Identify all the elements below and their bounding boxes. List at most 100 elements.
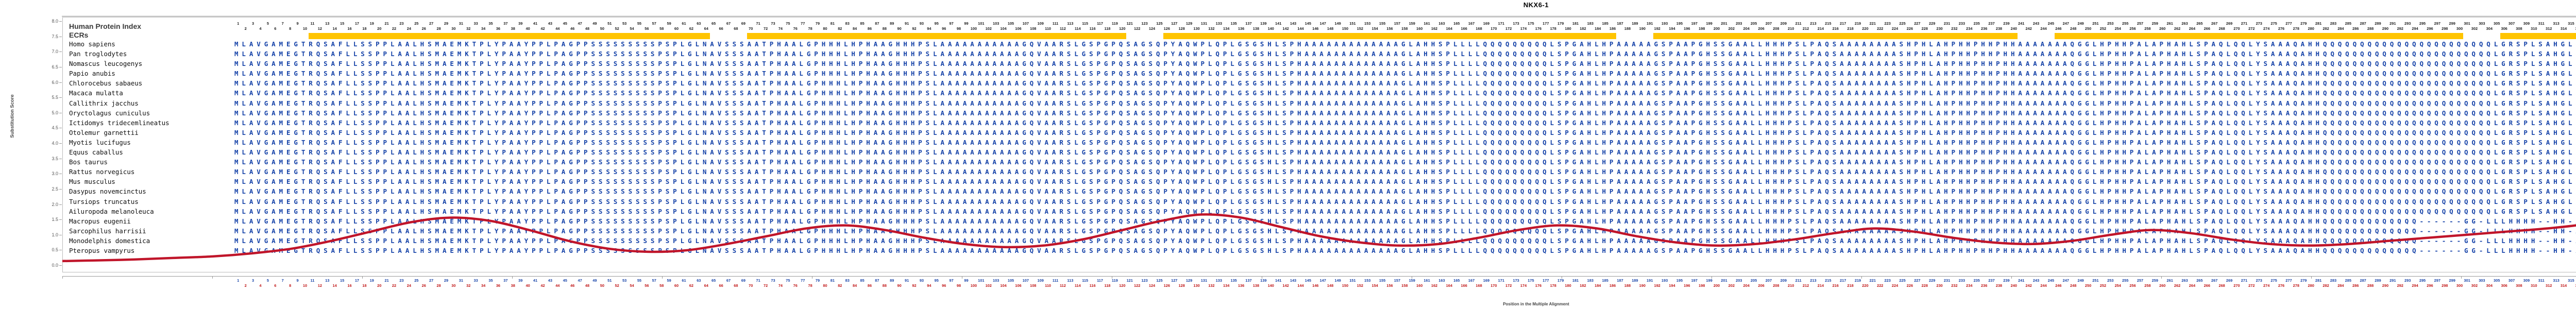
species-label[interactable]: Callithrix jacchus bbox=[69, 99, 139, 107]
position-number: 202 bbox=[1728, 26, 1735, 31]
position-number: 186 bbox=[1609, 283, 1616, 288]
position-number: 191 bbox=[1647, 21, 1653, 26]
position-number: 310 bbox=[2531, 26, 2537, 31]
position-number: 169 bbox=[1483, 21, 1490, 26]
position-number: 90 bbox=[897, 26, 902, 31]
alignment-sequence-row[interactable]: MLAVGAMEGTRQSAFLLSSPPLAALHSMAEMKTPLYPAAY… bbox=[234, 79, 2576, 88]
alignment-sequence-row[interactable]: MLAVGAMEGTRQSAFLLSSPPLAALHSMAEMKTPLYPAAY… bbox=[234, 207, 2576, 215]
position-number: 149 bbox=[1334, 21, 1341, 26]
ecr-bar[interactable] bbox=[747, 33, 1126, 39]
position-number: 243 bbox=[2032, 278, 2040, 283]
position-number: 298 bbox=[2442, 283, 2448, 288]
species-label[interactable]: Ictidomys tridecemlineatus bbox=[69, 118, 170, 127]
species-label[interactable]: Otolemur garnettii bbox=[69, 128, 139, 136]
ecr-bar[interactable] bbox=[2055, 33, 2464, 39]
species-label[interactable]: Monodelphis domestica bbox=[69, 236, 150, 245]
position-number: 13 bbox=[325, 21, 330, 26]
species-label[interactable]: Oryctolagus cuniculus bbox=[69, 109, 150, 117]
alignment-sequence-row[interactable]: MLAVGAMEGTRQSAFLLSSPPLAALHSMAEMKTPLYPAAY… bbox=[234, 40, 2576, 48]
species-label[interactable]: Rattus norvegicus bbox=[69, 168, 135, 176]
alignment-sequence-row[interactable]: MLAVGAMEGTRQSAFLLSSPPLAALHSMAEMKTPLYPAAY… bbox=[234, 178, 2576, 186]
position-number: 69 bbox=[741, 21, 745, 26]
species-label[interactable]: Mus musculus bbox=[69, 178, 115, 186]
position-number: 78 bbox=[808, 26, 812, 31]
position-number: 267 bbox=[2211, 21, 2218, 26]
position-number: 271 bbox=[2241, 21, 2248, 26]
position-number: 182 bbox=[1580, 283, 1586, 288]
ecr-bar[interactable] bbox=[309, 33, 710, 39]
position-number: 196 bbox=[1684, 283, 1690, 288]
species-label[interactable]: Macropus eugenii bbox=[69, 217, 131, 225]
species-label[interactable]: Ailuropoda melanoleuca bbox=[69, 207, 154, 215]
alignment-sequence-row[interactable]: MLAVGAMEGTRQSAFLLSSPPLAALHSMAEMKTPLYPAAY… bbox=[234, 128, 2576, 136]
species-label[interactable]: Myotis lucifugus bbox=[69, 138, 131, 146]
ecr-bar[interactable] bbox=[2500, 33, 2576, 39]
ecr-track[interactable] bbox=[234, 33, 2576, 39]
position-number: 216 bbox=[1832, 283, 1839, 288]
position-number: 158 bbox=[1401, 26, 1408, 31]
y-axis-tick-label: 7.5 bbox=[52, 33, 58, 39]
position-number: 57 bbox=[652, 21, 656, 26]
alignment-sequence-row[interactable]: MLAVGAMEGTRQSAFLLSSPPLAALHSMAEMKTPLYPAAY… bbox=[234, 187, 2576, 196]
y-axis-tick-mark bbox=[59, 219, 62, 220]
position-number: 16 bbox=[347, 26, 352, 31]
alignment-sequence-row[interactable]: MLAVGAMEGTRQSAFLLSSPPLAALHSMAEMKTPLYPAAY… bbox=[234, 168, 2576, 176]
species-label[interactable]: Pan troglodytes bbox=[69, 50, 127, 58]
species-label[interactable]: Sarcophilus harrisii bbox=[69, 227, 146, 235]
species-label[interactable]: Pteropus vampyrus bbox=[69, 246, 135, 254]
position-number: 11 bbox=[310, 278, 315, 283]
position-number: 113 bbox=[1067, 278, 1074, 283]
position-number: 309 bbox=[2523, 21, 2530, 26]
alignment-sequence-row[interactable]: MLAVGAMEGTRQSAFLLSSPPLAALHSMAEMKTPLYPAAY… bbox=[234, 217, 2576, 225]
alignment-sequence-row[interactable]: MLAVGAMEGTRQSAFLLSSPPLAALHSMAEMKTPLYPAAY… bbox=[234, 227, 2576, 235]
position-number: 115 bbox=[1082, 278, 1089, 283]
species-label[interactable]: Papio anubis bbox=[69, 70, 115, 78]
y-axis-tick-label: 8.0 bbox=[52, 19, 58, 24]
position-number: 204 bbox=[1743, 283, 1750, 288]
alignment-sequence-row[interactable]: MLAVGAMEGTRQSAFLLSSPPLAALHSMAEMKTPLYPAAY… bbox=[234, 138, 2576, 146]
species-label[interactable]: Bos taurus bbox=[69, 158, 108, 166]
species-label[interactable]: Nomascus leucogenys bbox=[69, 60, 143, 68]
species-label[interactable]: Chlorocebus sabaeus bbox=[69, 79, 143, 88]
species-label[interactable]: Dasypus novemcinctus bbox=[69, 187, 146, 196]
position-number: 88 bbox=[882, 26, 887, 31]
alignment-sequence-row[interactable]: MLAVGAMEGTRQSAFLLSSPPLAALHSMAEMKTPLYPAAY… bbox=[234, 158, 2576, 166]
alignment-sequence-row[interactable]: MLAVGAMEGTRQSAFLLSSPPLAALHSMAEMKTPLYPAAY… bbox=[234, 89, 2576, 97]
alignment-sequence-row[interactable]: MLAVGAMEGTRQSAFLLSSPPLAALHSMAEMKTPLYPAAY… bbox=[234, 118, 2576, 127]
alignment-sequence-row[interactable]: MLAVGAMEGTRQSAFLLSSPPLAALHSMAEMKTPLYPAAY… bbox=[234, 60, 2576, 68]
position-number: 308 bbox=[2516, 283, 2522, 288]
position-number: 187 bbox=[1617, 278, 1623, 283]
alignment-sequence-row[interactable]: MLAVGAMEGTRQSAFLLSSPPLAALHSMAEMKTPLYPAAY… bbox=[234, 70, 2576, 78]
species-label[interactable]: Macaca mulatta bbox=[69, 89, 123, 97]
ecr-bar[interactable] bbox=[1653, 33, 2018, 39]
position-number: 254 bbox=[2114, 26, 2121, 31]
species-label[interactable]: Homo sapiens bbox=[69, 40, 115, 48]
position-number: 91 bbox=[904, 21, 909, 26]
position-number: 29 bbox=[444, 278, 449, 283]
position-number: 315 bbox=[2568, 21, 2574, 26]
position-number: 138 bbox=[1252, 283, 1260, 288]
position-number: 141 bbox=[1275, 21, 1282, 26]
position-number: 229 bbox=[1929, 21, 1936, 26]
y-axis-tick-label: 4.0 bbox=[52, 141, 58, 146]
alignment-sequence-row[interactable]: MLAVGAMEGTRQSAFLLSSPPLAALHSMAEMKTPLYPAAY… bbox=[234, 246, 2576, 254]
alignment-sequence-row[interactable]: MLAVGAMEGTRQSAFLLSSPPLAALHSMAEMKTPLYPAAY… bbox=[234, 236, 2576, 245]
position-number: 112 bbox=[1059, 283, 1066, 288]
alignment-sequence-row[interactable]: MLAVGAMEGTRQSAFLLSSPPLAALHSMAEMKTPLYPAAY… bbox=[234, 99, 2576, 107]
position-number: 22 bbox=[392, 26, 397, 31]
alignment-sequence-row[interactable]: MLAVGAMEGTRQSAFLLSSPPLAALHSMAEMKTPLYPAAY… bbox=[234, 109, 2576, 117]
position-number: 285 bbox=[2345, 278, 2351, 283]
alignment-sequence-row[interactable]: MLAVGAMEGTRQSAFLLSSPPLAALHSMAEMKTPLYPAAY… bbox=[234, 197, 2576, 205]
position-number: 305 bbox=[2494, 21, 2500, 26]
position-number: 189 bbox=[1632, 278, 1638, 283]
page-title: NKX6-1 bbox=[1523, 1, 1549, 9]
y-axis-tick-label: 1.0 bbox=[52, 232, 58, 237]
position-number: 147 bbox=[1319, 21, 1326, 26]
alignment-sequence-row[interactable]: MLAVGAMEGTRQSAFLLSSPPLAALHSMAEMKTPLYPAAY… bbox=[234, 148, 2576, 157]
position-number: 200 bbox=[1713, 26, 1720, 31]
species-label[interactable]: Equus caballus bbox=[69, 148, 123, 157]
position-number: 296 bbox=[2427, 283, 2433, 288]
alignment-sequence-row[interactable]: MLAVGAMEGTRQSAFLLSSPPLAALHSMAEMKTPLYPAAY… bbox=[234, 50, 2576, 58]
ecr-bar[interactable] bbox=[1163, 33, 1617, 39]
species-label[interactable]: Tursiops truncatus bbox=[69, 197, 139, 205]
